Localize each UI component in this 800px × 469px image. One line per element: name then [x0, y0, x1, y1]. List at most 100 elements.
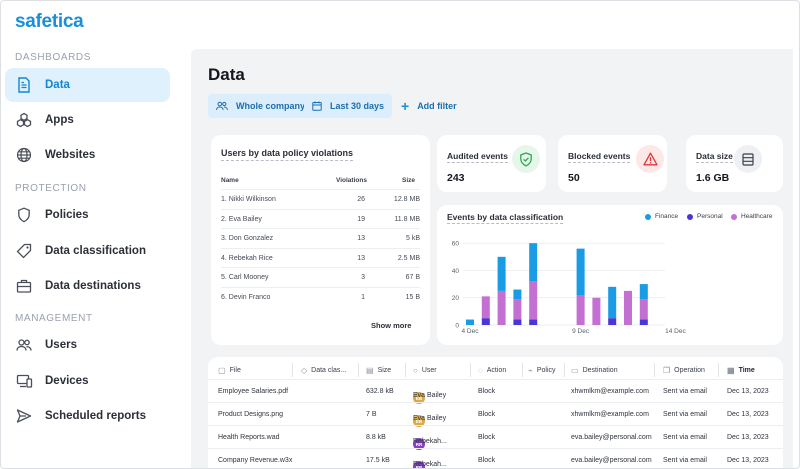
legend-item-personal[interactable]: Personal	[687, 213, 723, 220]
user-violations: 3	[361, 274, 365, 281]
events-by-classification-chart: Events by data classification Finance Pe…	[437, 205, 783, 345]
table-row[interactable]: Company Revenue.w3x 17.5 kB RR Rebekah..…	[208, 448, 783, 468]
sidebar-item-apps[interactable]: Apps	[5, 103, 170, 137]
bar-segment-finance	[466, 319, 474, 325]
page-title: Data	[208, 65, 245, 84]
chart-plot: 0 20 40 60 4 Dec 9 Dec 14 Dec	[452, 241, 687, 335]
column-header-label: File	[229, 367, 241, 374]
sidebar-item-policies[interactable]: Policies	[5, 198, 170, 232]
safetica-logo[interactable]: safetica	[15, 11, 84, 32]
cell-operation: Sent via email	[663, 457, 707, 464]
date-range-filter-label: Last 30 days	[330, 101, 385, 111]
user-icon: ○	[413, 366, 418, 375]
sidebar-item-label: Scheduled reports	[45, 410, 146, 422]
sidebar-item-label: Data	[45, 79, 70, 91]
sidebar-item-users[interactable]: Users	[5, 328, 170, 362]
stat-value: 1.6 GB	[696, 172, 730, 184]
add-filter-button[interactable]: + Add filter	[401, 94, 457, 118]
user-row[interactable]: 3. Don Gonzalez 13 5 kB	[221, 228, 420, 248]
column-header-label: Size	[377, 367, 392, 374]
bar-segment-healthcare	[481, 296, 490, 319]
user-row[interactable]: 2. Eva Bailey 19 11.8 MB	[221, 208, 420, 229]
sidebar-item-scheduled-reports[interactable]: Scheduled reports	[5, 399, 170, 433]
column-header-time[interactable]: ▦ Time	[727, 366, 755, 375]
cell-operation: Sent via email	[663, 411, 707, 418]
column-divider[interactable]	[292, 363, 293, 377]
column-divider[interactable]	[522, 363, 523, 377]
user-name: 2. Eva Bailey	[221, 215, 262, 223]
column-divider[interactable]	[405, 363, 406, 377]
show-more-button[interactable]: Show more	[371, 321, 412, 330]
cell-file: Health Reports.wad	[218, 434, 280, 441]
legend-swatch	[687, 213, 693, 220]
sidebar-item-data-classification[interactable]: Data classification	[5, 234, 170, 268]
user-size: 11.8 MB	[394, 215, 420, 223]
bar-segment-healthcare	[624, 290, 632, 325]
sidebar-item-data[interactable]: Data	[5, 68, 170, 102]
legend-label: Finance	[655, 213, 679, 220]
bar-segment-finance	[529, 243, 538, 282]
column-header-violations: Violations	[336, 177, 367, 184]
user-size: 12.8 MB	[393, 196, 420, 203]
x-tick-label: 9 Dec	[572, 328, 590, 335]
table-row[interactable]: Employee Salaries.pdf 632.8 kB EB Eva Ba…	[208, 379, 783, 404]
bar-segment-healthcare	[639, 299, 648, 320]
sidebar-item-label: Websites	[45, 149, 96, 161]
user-row[interactable]: 5. Carl Mooney 3 67 B	[221, 267, 420, 287]
cell-size: 17.5 kB	[366, 457, 390, 464]
column-header-label: Destination	[582, 367, 618, 374]
table-row[interactable]: Product Designs.png 7 B EB Eva Bailey Bl…	[208, 402, 783, 427]
legend-swatch	[645, 213, 651, 220]
column-header-data-classification[interactable]: ◇ Data clas...	[301, 366, 346, 375]
sidebar-item-data-destinations[interactable]: Data destinations	[5, 269, 170, 303]
shield-icon: ◌	[478, 366, 483, 375]
column-divider[interactable]	[358, 363, 359, 377]
legend-label: Healthcare	[741, 213, 773, 220]
table-row[interactable]: Health Reports.wad 8.8 kB RR Rebekah... …	[208, 425, 783, 450]
date-range-filter-button[interactable]: Last 30 days	[304, 94, 393, 118]
user-name: 4. Rebekah Rice	[221, 254, 273, 262]
column-header-size[interactable]: ▤ Size	[366, 366, 391, 375]
user-row[interactable]: 1. Nikki Wilkinson 26 12.8 MB	[221, 189, 420, 209]
column-header-action[interactable]: ◌ Action	[478, 366, 506, 375]
legend-item-healthcare[interactable]: Healthcare	[731, 213, 772, 220]
column-header-destination[interactable]: ▭ Destination	[571, 366, 618, 375]
sidebar-item-websites[interactable]: Websites	[5, 138, 170, 172]
column-header-user[interactable]: ○ User	[413, 366, 437, 375]
events-table: ▢ File ◇ Data clas... ▤ Size ○ User ◌ Action …	[208, 357, 783, 468]
policy-icon: ⌁	[528, 366, 533, 375]
legend-item-finance[interactable]: Finance	[645, 213, 678, 220]
column-header-policy[interactable]: ⌁ Policy	[528, 366, 556, 375]
column-divider[interactable]	[564, 363, 565, 377]
column-header-label: User	[421, 367, 437, 374]
sidebar-item-label: Policies	[45, 209, 89, 221]
sidebar-item-devices[interactable]: Devices	[5, 364, 170, 398]
legend-swatch	[731, 213, 737, 220]
chart-title: Events by data classification	[447, 212, 564, 224]
user-name: 5. Carl Mooney	[221, 274, 269, 281]
globe-icon	[15, 146, 33, 164]
sidebar-item-label: Devices	[45, 375, 89, 387]
column-header-file[interactable]: ▢ File	[218, 366, 241, 375]
bar-segment-personal	[513, 319, 522, 325]
bar-segment-personal	[608, 318, 617, 325]
cell-size: 7 B	[366, 411, 377, 418]
user-row[interactable]: 6. Devin Franco 1 15 B	[221, 286, 420, 307]
cell-size: 8.8 kB	[366, 434, 386, 441]
user-name: Rebekah...	[413, 461, 447, 468]
column-divider[interactable]	[718, 363, 719, 377]
column-divider[interactable]	[470, 363, 471, 377]
users-violations-title: Users by data policy violations	[221, 148, 354, 161]
column-divider[interactable]	[654, 363, 655, 377]
devices-icon	[15, 372, 33, 390]
bar-segment-finance	[608, 286, 617, 319]
scope-filter-button[interactable]: Whole company	[208, 94, 314, 118]
y-tick-label: 20	[452, 295, 460, 302]
user-violations: 26	[357, 196, 365, 203]
column-header-operation[interactable]: ❐ Operation	[663, 366, 705, 375]
user-row[interactable]: 4. Rebekah Rice 13 2.5 MB	[221, 247, 420, 268]
bar-segment-personal	[481, 318, 490, 325]
database-icon: ▤	[366, 366, 374, 375]
user-violations: 19	[357, 215, 365, 223]
